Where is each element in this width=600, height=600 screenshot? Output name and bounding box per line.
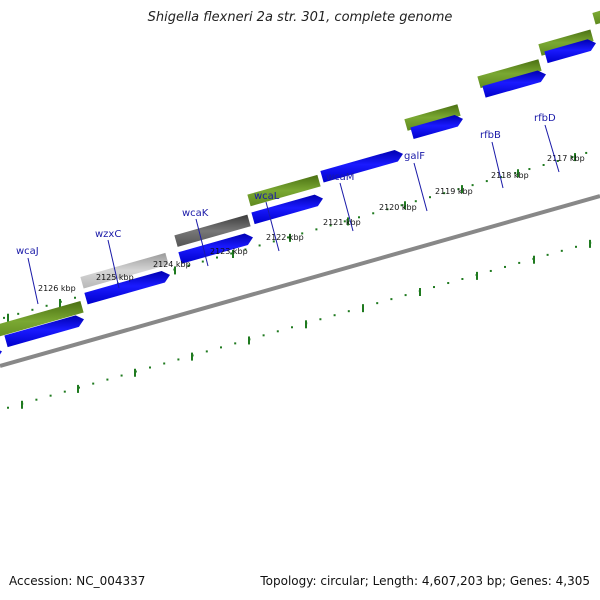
scale-label: 2120 kbp <box>379 203 417 212</box>
feature-block <box>592 10 600 25</box>
gene-leader-line <box>107 239 120 289</box>
feature-track <box>0 10 600 337</box>
cds-arrow <box>0 350 2 355</box>
scale-label: 2124 kbp <box>153 260 191 269</box>
feature-block <box>538 29 594 56</box>
cds-arrow <box>251 194 323 225</box>
feature-block <box>174 214 251 247</box>
cds-arrow <box>4 315 84 348</box>
gene-label-wcam[interactable]: wcaM <box>326 172 354 183</box>
feature-block <box>80 252 169 289</box>
map-title: Shigella flexneri 2a str. 301, complete … <box>147 10 453 25</box>
gene-leader-line <box>27 257 39 305</box>
topology-summary: Topology: circular; Length: 4,607,203 bp… <box>260 574 590 588</box>
gene-label-wcal[interactable]: wcaL <box>254 191 280 202</box>
cds-track <box>0 39 596 355</box>
cds-arrow <box>544 39 596 64</box>
cds-arrow <box>410 114 463 140</box>
gene-label-wcaj[interactable]: wcaJ <box>16 246 39 257</box>
scale-label: 2119 kbp <box>435 187 473 196</box>
cds-arrow <box>320 149 403 183</box>
gene-label-rfbb[interactable]: rfbB <box>480 130 501 141</box>
feature-block <box>404 104 461 131</box>
backbone-line <box>0 194 600 368</box>
gene-leader-line <box>491 141 504 189</box>
genome-backbone <box>0 194 600 368</box>
gene-leader-line <box>195 218 209 267</box>
feature-block <box>477 59 542 89</box>
gene-labels[interactable]: wcaJ wzxC wcaK wcaL wcaM galF rfbB rfbD <box>16 113 560 305</box>
scale-label: 2126 kbp <box>38 284 76 293</box>
gene-label-galf[interactable]: galF <box>404 151 425 162</box>
scale-labels: 2126 kbp 2125 kbp 2124 kbp 2123 kbp 2122 kbp… <box>38 154 585 293</box>
feature-block <box>247 174 321 207</box>
gene-label-wcak[interactable]: wcaK <box>182 208 209 219</box>
gene-leader-line <box>265 201 280 252</box>
scale-label: 2123 kbp <box>210 247 248 256</box>
scale-label: 2118 kbp <box>491 171 529 180</box>
cds-arrow <box>84 270 170 305</box>
scale-label: 2122 kbp <box>266 233 304 242</box>
scale-label: 2125 kbp <box>96 273 134 282</box>
gene-leader-line <box>339 182 354 232</box>
gene-leader-line <box>413 162 428 212</box>
cds-arrow <box>178 233 253 264</box>
accession-text: Accession: NC_004337 <box>9 574 146 588</box>
scale-label: 2117 kbp <box>547 154 585 163</box>
scale-label: 2121 kbp <box>323 218 361 227</box>
feature-block <box>0 300 84 337</box>
cds-arrow <box>482 70 546 98</box>
gene-label-rfbd[interactable]: rfbD <box>534 113 556 124</box>
gene-label-wzxc[interactable]: wzxC <box>95 229 121 240</box>
gene-leader-line <box>544 124 560 173</box>
inner-tick-track <box>7 239 592 409</box>
